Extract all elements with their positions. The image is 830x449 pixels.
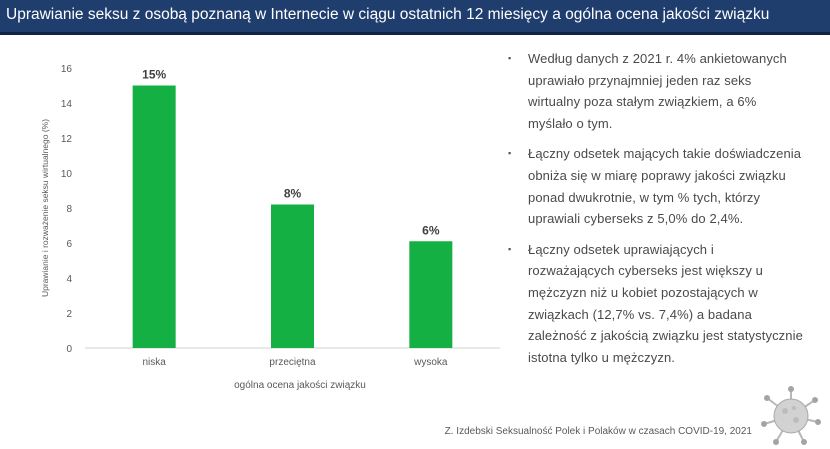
bullet-text: Łączny odsetek mających takie doświadcze… <box>528 146 802 227</box>
bar <box>271 204 314 348</box>
y-tick-label: 12 <box>61 134 73 145</box>
bar-chart: 0 2 4 6 8 10 12 14 16 15% niska 8% przeciętna 6% wysok… <box>40 64 500 391</box>
y-tick-label: 16 <box>61 64 73 75</box>
bullet-item: ▪ Łączny odsetek uprawiających i rozważaj… <box>508 239 804 369</box>
bar-data-label: 8% <box>284 187 302 201</box>
y-tick-label: 10 <box>61 169 73 180</box>
y-axis-title: Uprawianie i rozważenie seksu wirtualneg… <box>40 119 50 297</box>
x-tick-label: wysoka <box>413 357 448 368</box>
bullet-glyph: ▪ <box>508 53 512 63</box>
bullet-item: ▪ Według danych z 2021 r. 4% ankietowanyc… <box>508 48 804 134</box>
bullet-glyph: ▪ <box>508 148 512 159</box>
page-title: Uprawianie seksu z osobą poznaną w Inter… <box>6 6 770 23</box>
bullet-text: Łączny odsetek uprawiających i rozważają… <box>528 241 803 365</box>
bullet-item: ▪ Łączny odsetek mających takie doświadcz… <box>508 143 804 229</box>
y-tick-label: 0 <box>66 344 72 355</box>
bullet-text: Według danych z 2021 r. 4% ankietowanych… <box>528 51 787 131</box>
y-tick-label: 6 <box>66 239 72 250</box>
y-tick-label: 2 <box>66 309 72 320</box>
y-tick-label: 8 <box>66 204 72 215</box>
x-tick-label: niska <box>142 357 166 368</box>
y-tick-label: 4 <box>66 274 72 285</box>
title-bar: Uprawianie seksu z osobą poznaną w Inter… <box>0 0 830 35</box>
source-citation: Z. Izdebski Seksualność Polek i Polaków … <box>444 426 752 437</box>
x-tick-label: przeciętna <box>269 357 316 368</box>
bar-data-label: 15% <box>142 68 166 82</box>
y-tick-label: 14 <box>61 99 73 110</box>
bar <box>132 85 176 348</box>
bar-data-label: 6% <box>422 223 440 237</box>
x-axis-title: ogólna ocena jakości związku <box>234 380 366 391</box>
coronavirus-icon <box>761 386 821 445</box>
bullet-glyph: ▪ <box>508 243 512 254</box>
bullet-list: ▪ Według danych z 2021 r. 4% ankietowanyc… <box>508 48 804 377</box>
bar <box>409 241 453 348</box>
